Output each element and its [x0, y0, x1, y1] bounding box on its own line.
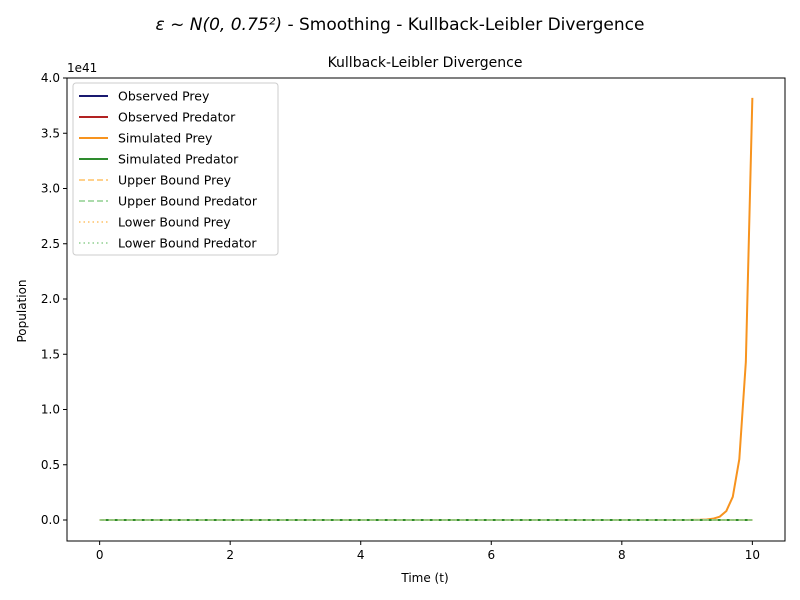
- suptitle-math: ε ~ N(0, 0.75²): [156, 15, 283, 35]
- figure-suptitle: ε ~ N(0, 0.75²) - Smoothing - Kullback-L…: [156, 15, 645, 35]
- axes-title: Kullback-Leibler Divergence: [328, 55, 523, 71]
- y-tick-label: 0.5: [41, 458, 60, 472]
- x-tick-label: 6: [487, 548, 495, 562]
- legend: Observed Prey Observed Predator Simulated …: [72, 82, 279, 256]
- x-axis-label: Time (t): [400, 571, 448, 585]
- suptitle-rest: - Smoothing - Kullback-Leibler Divergenc…: [282, 15, 644, 35]
- y-tick-label: 1.5: [41, 347, 60, 361]
- x-tick-label: 10: [745, 548, 760, 562]
- y-offset-label: 1e41: [67, 61, 97, 75]
- legend-label-upper-bound-predator: Upper Bound Predator: [118, 194, 258, 209]
- y-tick-label: 3.5: [41, 126, 60, 140]
- y-tick-label: 2.5: [41, 237, 60, 251]
- legend-label-simulated-predator: Simulated Predator: [118, 152, 239, 167]
- legend-frame: [72, 82, 279, 256]
- legend-label-observed-prey: Observed Prey: [118, 89, 210, 104]
- legend-label-upper-bound-prey: Upper Bound Prey: [118, 173, 232, 188]
- y-tick-label: 2.0: [41, 292, 60, 306]
- series-group: [99, 97, 754, 521]
- y-ticks: 0.0 0.5 1.0 1.5 2.0 2.5 3.0 3.5 4.0: [41, 71, 67, 527]
- legend-label-lower-bound-prey: Lower Bound Prey: [118, 215, 231, 230]
- y-tick-label: 0.0: [41, 513, 60, 527]
- legend-label-lower-bound-predator: Lower Bound Predator: [118, 236, 257, 251]
- x-tick-label: 0: [96, 548, 104, 562]
- x-tick-label: 4: [357, 548, 365, 562]
- legend-label-simulated-prey: Simulated Prey: [118, 131, 213, 146]
- plot-border: [66, 77, 786, 542]
- x-tick-label: 8: [618, 548, 626, 562]
- y-tick-label: 4.0: [41, 71, 60, 85]
- legend-items: Observed Prey Observed Predator Simulated …: [79, 89, 258, 251]
- x-tick-label: 2: [226, 548, 234, 562]
- y-tick-label: 3.0: [41, 182, 60, 196]
- legend-label-observed-predator: Observed Predator: [118, 110, 236, 125]
- y-tick-label: 1.0: [41, 403, 60, 417]
- x-ticks: 0 2 4 6 8 10: [96, 541, 760, 562]
- y-axis-label: Population: [15, 279, 29, 342]
